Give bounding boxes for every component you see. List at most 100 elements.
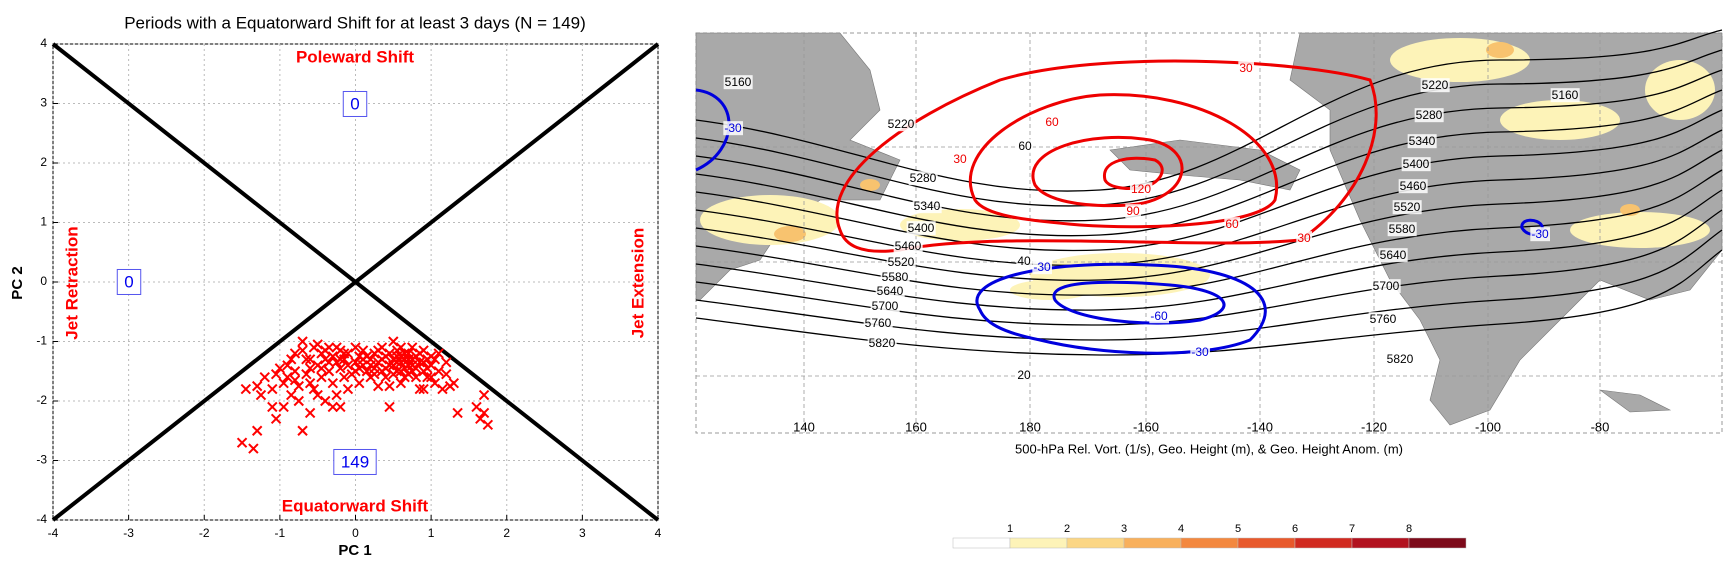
contour-label: 60 — [1225, 217, 1239, 231]
point — [342, 383, 354, 395]
label-bg — [1296, 231, 1312, 246]
point — [316, 371, 327, 383]
point — [372, 380, 384, 392]
point — [327, 351, 339, 362]
contour-label: 5160 — [725, 75, 752, 89]
point — [482, 419, 494, 431]
point — [248, 443, 259, 454]
contour-label: 120 — [1131, 182, 1151, 196]
label-bg — [1550, 88, 1580, 103]
point — [301, 369, 312, 380]
map-panel: 5160522052805340540054605520558056405700… — [695, 29, 1723, 549]
point — [471, 401, 482, 413]
x-tick-label: -3 — [123, 526, 134, 540]
contour-label: -30 — [1191, 345, 1209, 359]
colorbar-swatch — [1123, 537, 1182, 549]
label-bg — [863, 316, 893, 331]
point — [286, 389, 297, 401]
point — [240, 383, 252, 395]
contour-label: -30 — [1033, 260, 1051, 274]
contour-label: 5460 — [1400, 179, 1427, 193]
point — [384, 348, 395, 359]
point — [395, 377, 407, 389]
label-bg — [1238, 61, 1254, 76]
label-bg — [1044, 115, 1060, 130]
point — [441, 369, 452, 380]
height-contour — [695, 29, 1723, 192]
point — [267, 401, 278, 413]
point — [304, 407, 316, 419]
point — [350, 342, 361, 353]
point — [331, 389, 342, 401]
colorbar-swatch — [1408, 537, 1467, 549]
point — [312, 339, 323, 350]
label-bg — [870, 299, 900, 314]
scatter-panel: Periods with a Equatorward Shift for at … — [9, 13, 662, 558]
colorbar-swatch — [1237, 537, 1296, 549]
point — [372, 345, 384, 356]
label-bg — [1190, 345, 1210, 360]
point — [357, 354, 369, 365]
region-label: Jet Extension — [628, 228, 647, 339]
point — [380, 363, 391, 374]
contour-label: 5280 — [910, 171, 937, 185]
point — [335, 363, 346, 374]
point — [407, 342, 418, 353]
label-bg — [1378, 248, 1408, 263]
vorticity-shading-strong — [774, 42, 1640, 242]
lon-label: -80 — [1591, 419, 1610, 434]
point — [403, 360, 414, 371]
colorbar-swatch — [1066, 537, 1125, 549]
point — [354, 363, 365, 374]
contour-label: 5220 — [1422, 78, 1449, 92]
point — [433, 366, 444, 377]
height-contour — [695, 49, 1723, 207]
point — [331, 342, 342, 353]
positive-anomaly-contours — [835, 59, 1378, 253]
point — [380, 371, 391, 383]
x-tick-label: 4 — [655, 526, 662, 540]
label-bg — [1368, 312, 1398, 327]
x-axis-label: PC 1 — [338, 542, 371, 559]
lon-label: -100 — [1475, 419, 1501, 434]
colorbar-swatch — [1294, 537, 1353, 549]
point — [282, 371, 293, 383]
point — [425, 351, 437, 362]
contour-label: 5400 — [908, 221, 935, 235]
height-contour — [695, 89, 1723, 237]
point — [236, 437, 248, 448]
label-bg — [1125, 204, 1141, 219]
point — [342, 360, 354, 371]
point — [312, 389, 323, 401]
point — [338, 371, 350, 383]
point — [270, 413, 282, 425]
point — [251, 425, 263, 436]
region-label: Jet Retraction — [62, 226, 81, 339]
map-labels: 5160522052805340540054605520558056405700… — [723, 61, 1609, 434]
point — [335, 354, 346, 365]
label-bg — [908, 171, 938, 186]
point — [399, 371, 410, 383]
lon-label: 140 — [793, 419, 815, 434]
point — [422, 371, 433, 383]
y-tick-label: 0 — [40, 274, 47, 288]
contour-label: 5220 — [888, 117, 915, 131]
contour-label: 5640 — [877, 284, 904, 298]
point — [403, 348, 414, 359]
point — [301, 354, 312, 365]
label-bg — [886, 255, 916, 270]
point — [327, 377, 339, 389]
point — [267, 383, 278, 395]
label-bg — [1407, 134, 1437, 149]
contour-label: 5340 — [1409, 134, 1436, 148]
contour-label: 5580 — [1389, 222, 1416, 236]
point — [395, 342, 407, 353]
contour-label: 5700 — [872, 299, 899, 313]
quadrant-line — [51, 42, 660, 522]
count-label: 149 — [341, 452, 369, 471]
height-contour — [695, 149, 1723, 281]
label-bg — [1371, 279, 1401, 294]
x-tick-label: 0 — [352, 526, 359, 540]
label-bg — [880, 270, 910, 285]
